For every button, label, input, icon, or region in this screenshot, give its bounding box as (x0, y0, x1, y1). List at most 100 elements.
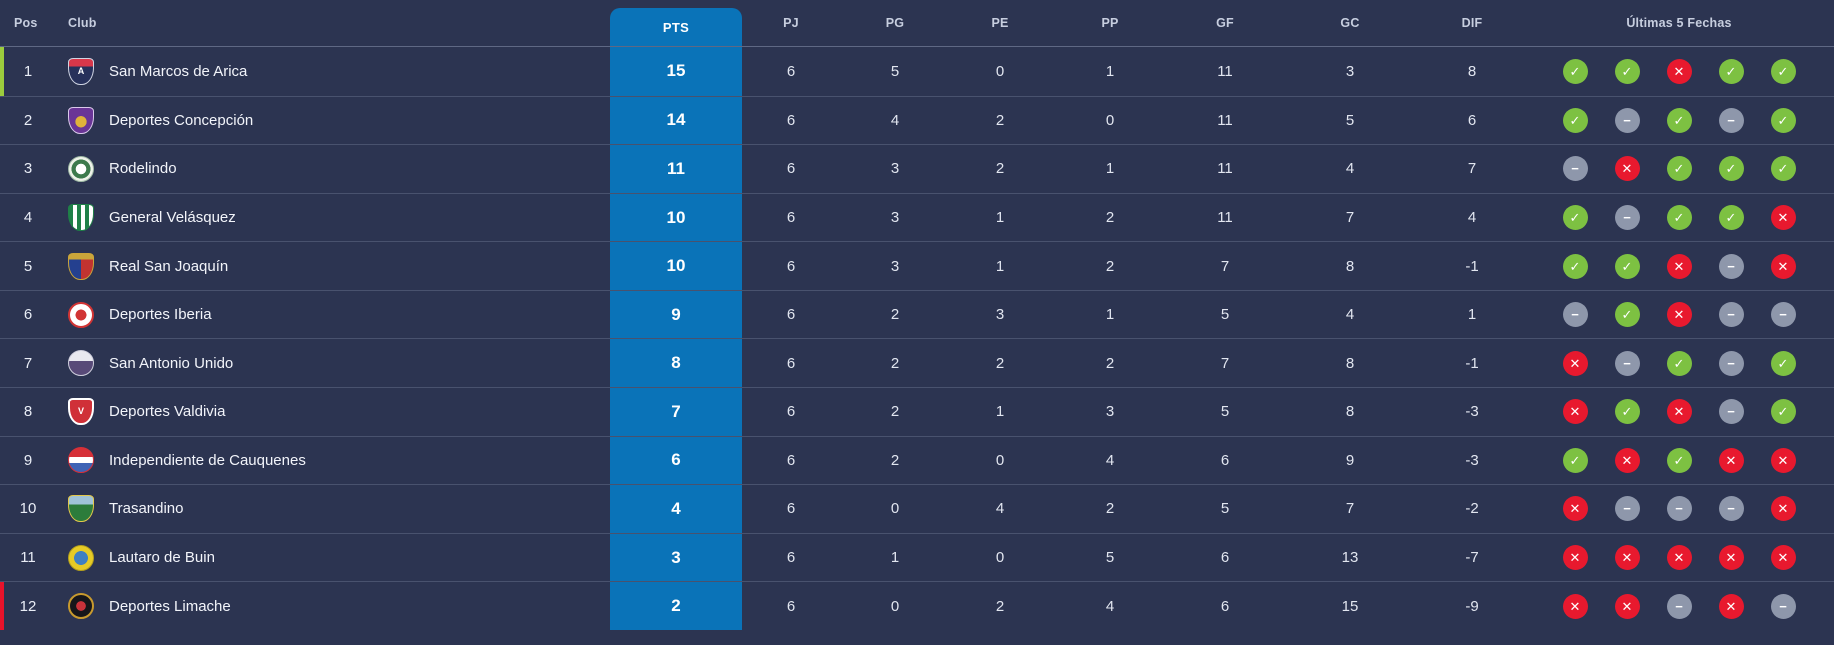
column-header-pts[interactable]: PTS (610, 0, 742, 46)
result-win-icon: ✓ (1614, 399, 1640, 425)
position-value: 3 (23, 160, 33, 178)
goals-against-cell: 8 (1345, 257, 1355, 275)
goals-for-cell: 6 (1220, 451, 1230, 469)
wins-cell: 2 (890, 354, 900, 372)
position-value: 8 (23, 403, 33, 421)
result-draw-icon: − (1770, 593, 1796, 619)
goal-diff-cell: -2 (1465, 500, 1479, 518)
club-cell: Deportes Limache (56, 593, 610, 620)
column-header-pp[interactable]: PP (1101, 16, 1119, 30)
losses-cell: 0 (1105, 111, 1115, 129)
goals-against-cell: 3 (1345, 62, 1355, 80)
draws-cell: 0 (995, 451, 1005, 469)
result-win-icon: ✓ (1718, 58, 1744, 84)
standings-body: 1 A San Marcos de Arica 15 6 5 0 1 11 3 … (0, 47, 1834, 630)
played-cell: 6 (786, 62, 796, 80)
table-row[interactable]: 10 Trasandino 4 6 0 4 2 5 7 -2 ✕ − − − ✕ (0, 484, 1834, 533)
result-win-icon: ✓ (1666, 447, 1692, 473)
last5-results: ✓ ✓ ✕ − ✕ (1524, 253, 1834, 279)
result-loss-icon: ✕ (1770, 545, 1796, 571)
result-win-icon: ✓ (1666, 205, 1692, 231)
table-row[interactable]: 6 Deportes Iberia 9 6 2 3 1 5 4 1 − ✓ ✕ − − (0, 289, 1834, 339)
club-cell: San Antonio Unido (56, 350, 610, 377)
club-name: Lautaro de Buin (109, 549, 215, 567)
goals-against-cell: 13 (1341, 549, 1359, 567)
draws-cell: 2 (995, 354, 1005, 372)
club-name: Trasandino (109, 500, 184, 518)
points-cell: 10 (610, 242, 742, 290)
last5-results: ✕ ✓ ✕ − ✓ (1524, 399, 1834, 425)
table-row[interactable]: 9 Independiente de Cauquenes 6 6 2 0 4 6… (0, 435, 1834, 485)
goals-for-cell: 5 (1220, 306, 1230, 324)
last5-results: ✕ − ✓ − ✓ (1524, 350, 1834, 376)
club-badge-icon (68, 593, 94, 620)
table-row[interactable]: 12 Deportes Limache 2 6 0 2 4 6 15 -9 ✕ ✕… (0, 581, 1834, 630)
result-draw-icon: − (1614, 107, 1640, 133)
position-value: 5 (23, 257, 33, 275)
points-cell: 4 (610, 485, 742, 533)
column-header-pg[interactable]: PG (885, 16, 905, 30)
table-row[interactable]: 2 Deportes Concepción 14 6 4 2 0 11 5 6 … (0, 95, 1834, 145)
goals-for-cell: 11 (1217, 62, 1233, 80)
column-header-dif[interactable]: DIF (1461, 16, 1483, 30)
table-row[interactable]: 3 Rodelindo 11 6 3 2 1 11 4 7 − ✕ ✓ ✓ ✓ (0, 144, 1834, 193)
result-win-icon: ✓ (1718, 205, 1744, 231)
column-header-pe[interactable]: PE (991, 16, 1009, 30)
draws-cell: 4 (995, 500, 1005, 518)
played-cell: 6 (786, 354, 796, 372)
standings-table: Pos Club PTS PJ PG PE PP GF GC DIF Últim… (0, 0, 1834, 630)
wins-cell: 5 (890, 62, 900, 80)
goal-diff-cell: 1 (1467, 306, 1477, 324)
club-badge-icon (68, 155, 94, 182)
wins-cell: 3 (890, 160, 900, 178)
wins-cell: 0 (890, 500, 900, 518)
goals-against-cell: 9 (1345, 451, 1355, 469)
points-cell: 7 (610, 388, 742, 436)
column-header-pj[interactable]: PJ (783, 16, 799, 30)
result-loss-icon: ✕ (1614, 593, 1640, 619)
result-loss-icon: ✕ (1770, 253, 1796, 279)
last5-results: ✓ − ✓ − ✓ (1524, 107, 1834, 133)
result-draw-icon: − (1718, 107, 1744, 133)
column-header-last5[interactable]: Últimas 5 Fechas (1626, 16, 1732, 30)
goals-for-cell: 5 (1220, 500, 1230, 518)
column-header-gc[interactable]: GC (1340, 16, 1360, 30)
losses-cell: 2 (1105, 209, 1115, 227)
position-value: 12 (0, 582, 56, 630)
result-loss-icon: ✕ (1718, 545, 1744, 571)
club-name: Deportes Iberia (109, 306, 212, 324)
column-header-club[interactable]: Club (68, 16, 97, 30)
result-loss-icon: ✕ (1562, 593, 1588, 619)
result-loss-icon: ✕ (1666, 253, 1692, 279)
goal-diff-cell: -3 (1465, 451, 1479, 469)
points-cell: 8 (610, 339, 742, 388)
table-row[interactable]: 1 A San Marcos de Arica 15 6 5 0 1 11 3 … (0, 47, 1834, 96)
table-row[interactable]: 5 Real San Joaquín 10 6 3 1 2 7 8 -1 ✓ ✓ ✕… (0, 241, 1834, 290)
position-value: 2 (23, 111, 33, 129)
column-header-gf[interactable]: GF (1216, 16, 1234, 30)
result-draw-icon: − (1770, 302, 1796, 328)
column-header-pos[interactable]: Pos (14, 16, 38, 30)
goals-against-cell: 8 (1345, 403, 1355, 421)
club-badge-icon (68, 447, 94, 474)
result-loss-icon: ✕ (1770, 447, 1796, 473)
club-cell: A San Marcos de Arica (56, 57, 610, 85)
table-row[interactable]: 8 V Deportes Valdivia 7 6 2 1 3 5 8 -3 ✕… (0, 387, 1834, 436)
table-row[interactable]: 4 General Velásquez 10 6 3 1 2 11 7 4 ✓ −… (0, 192, 1834, 242)
header-row: Pos Club PTS PJ PG PE PP GF GC DIF Últim… (0, 0, 1834, 47)
losses-cell: 3 (1105, 403, 1115, 421)
club-name: Independiente de Cauquenes (109, 451, 306, 469)
goals-for-cell: 5 (1220, 403, 1230, 421)
club-badge-icon: V (68, 398, 94, 426)
losses-cell: 2 (1105, 257, 1115, 275)
result-loss-icon: ✕ (1666, 545, 1692, 571)
position-value: 6 (23, 306, 33, 324)
club-badge-icon (68, 204, 94, 232)
result-draw-icon: − (1718, 253, 1744, 279)
club-cell: Trasandino (56, 495, 610, 523)
table-row[interactable]: 7 San Antonio Unido 8 6 2 2 2 7 8 -1 ✕ − ✓… (0, 338, 1834, 388)
result-win-icon: ✓ (1770, 107, 1796, 133)
table-row[interactable]: 11 Lautaro de Buin 3 6 1 0 5 6 13 -7 ✕ ✕ ✕… (0, 532, 1834, 582)
result-loss-icon: ✕ (1770, 205, 1796, 231)
goals-for-cell: 6 (1220, 597, 1230, 615)
